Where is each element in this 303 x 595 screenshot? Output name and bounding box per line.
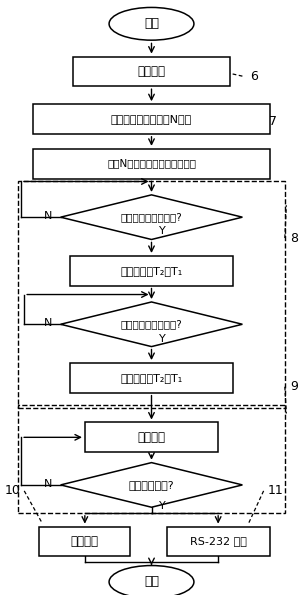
Bar (70, 363, 233, 393)
Text: N: N (44, 479, 53, 488)
Ellipse shape (109, 8, 194, 40)
Text: N: N (44, 211, 53, 221)
Text: 开启计数器T₂、T₁: 开启计数器T₂、T₁ (120, 266, 183, 275)
Text: Y: Y (159, 501, 165, 511)
Text: 关闭计数器T₂、T₁: 关闭计数器T₂、T₁ (120, 373, 183, 383)
Bar (85, 422, 218, 452)
Text: 9: 9 (290, 380, 298, 393)
Text: 6: 6 (251, 70, 258, 83)
Polygon shape (61, 302, 242, 346)
Text: 开始: 开始 (144, 17, 159, 30)
Bar (33, 104, 270, 134)
Polygon shape (61, 463, 242, 507)
Text: 系统上电: 系统上电 (138, 65, 165, 78)
Text: 光电管门控信号结束?: 光电管门控信号结束? (121, 320, 182, 329)
Polygon shape (61, 195, 242, 240)
Text: N: N (44, 318, 53, 328)
Ellipse shape (109, 565, 194, 595)
Text: Y: Y (159, 226, 165, 236)
Text: 液晶输出: 液晶输出 (71, 535, 99, 548)
Text: 10: 10 (4, 484, 20, 497)
Text: 11: 11 (268, 484, 284, 497)
Bar (33, 149, 270, 178)
Bar (18, 181, 285, 408)
Bar (167, 527, 270, 556)
Text: Y: Y (159, 334, 165, 344)
Bar (18, 405, 285, 513)
Text: RS-232 输出: RS-232 输出 (190, 537, 247, 546)
Bar (39, 527, 130, 556)
Text: 同步N倍频后的流量计脉冲信号: 同步N倍频后的流量计脉冲信号 (107, 159, 196, 168)
Text: 数据处理: 数据处理 (138, 431, 165, 444)
Text: 7: 7 (269, 115, 277, 129)
Text: 8: 8 (290, 231, 298, 245)
Bar (73, 57, 230, 86)
Bar (70, 256, 233, 286)
Text: 数据处理完成?: 数据处理完成? (129, 480, 174, 490)
Text: 结束: 结束 (144, 575, 159, 588)
Text: 对输入脉冲信号进行N倍频: 对输入脉冲信号进行N倍频 (111, 114, 192, 124)
Text: 光电管门控信号到来?: 光电管门控信号到来? (121, 212, 182, 222)
